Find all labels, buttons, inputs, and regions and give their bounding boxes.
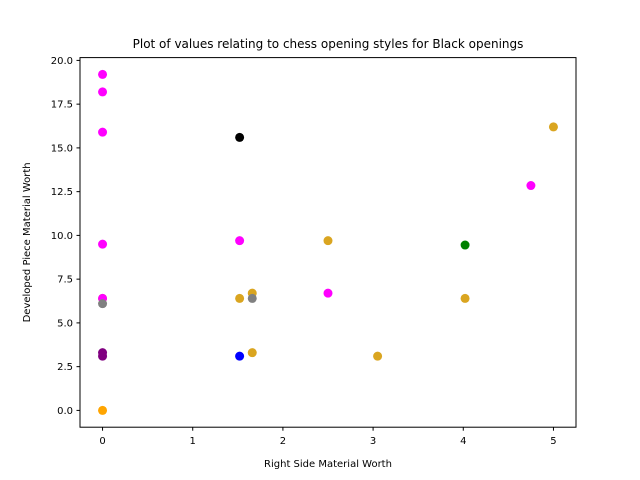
x-tick-label: 4 [460,436,466,447]
data-point [235,132,245,142]
x-axis-ticks: 0 1 2 3 4 5 [99,427,557,447]
data-point [460,293,470,303]
data-point [323,236,333,246]
y-tick-label: 0.0 [57,406,73,417]
data-point [98,69,108,79]
y-tick-label: 20.0 [51,56,73,67]
x-tick-label: 3 [370,436,376,447]
data-point [235,293,245,303]
data-point [98,239,108,249]
data-point [98,351,108,361]
y-tick-label: 2.5 [57,362,73,373]
data-point [548,122,558,132]
y-axis-ticks: 0.0 2.5 5.0 7.5 10.0 12.5 15.0 17.5 20.0 [51,56,80,417]
data-point [460,240,470,250]
y-tick-label: 12.5 [51,187,73,198]
data-point [235,236,245,246]
x-tick-label: 5 [550,436,556,447]
data-point [98,87,108,97]
data-point [247,293,257,303]
x-tick-label: 0 [99,436,105,447]
x-tick-label: 1 [190,436,196,447]
data-points [98,69,558,415]
y-tick-label: 10.0 [51,231,73,242]
data-point [98,405,108,415]
data-point [98,127,108,137]
y-tick-label: 5.0 [57,318,73,329]
axes-frame [79,57,577,428]
data-point [323,288,333,298]
plot-area: 0 1 2 3 4 5 0.0 2.5 5.0 7.5 10.0 12.5 15.0 17.5 20.0 [51,56,577,447]
data-point [235,351,245,361]
data-point [526,181,536,191]
y-tick-label: 7.5 [57,275,73,286]
chart-title: Plot of values relating to chess opening… [133,37,524,51]
data-point [98,299,108,309]
x-axis-label: Right Side Material Worth [264,459,392,470]
data-point [373,351,383,361]
data-point [247,348,257,358]
x-tick-label: 2 [280,436,286,447]
y-tick-label: 15.0 [51,143,73,154]
y-axis-label: Developed Piece Material Worth [22,162,33,322]
y-tick-label: 17.5 [51,100,73,111]
